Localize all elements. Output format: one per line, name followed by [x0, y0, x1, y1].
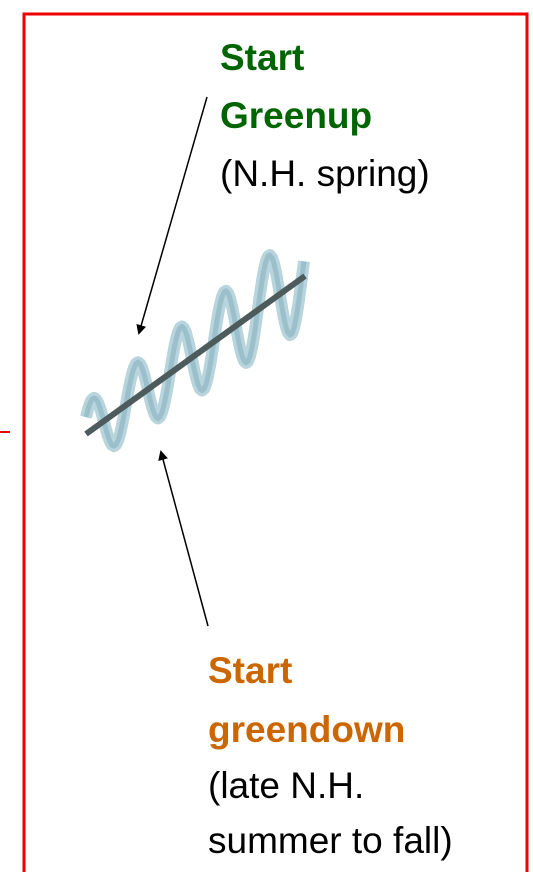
arrow-greenup [136, 96, 208, 335]
greenup-note: (N.H. spring) [220, 153, 430, 194]
greenup-title: Start [220, 37, 304, 78]
frame [22, 12, 529, 872]
seasonal-wave [80, 249, 310, 453]
greendown-note: (late N.H. [208, 765, 364, 806]
arrow-greendown [158, 450, 209, 627]
greenup-title: Greenup [220, 95, 372, 136]
greendown-title: greendown [208, 709, 405, 750]
trend-line [84, 273, 307, 437]
greendown-note: summer to fall) [208, 820, 453, 861]
seasonal-wave-core [83, 252, 307, 449]
greendown-title: Start [208, 650, 292, 691]
